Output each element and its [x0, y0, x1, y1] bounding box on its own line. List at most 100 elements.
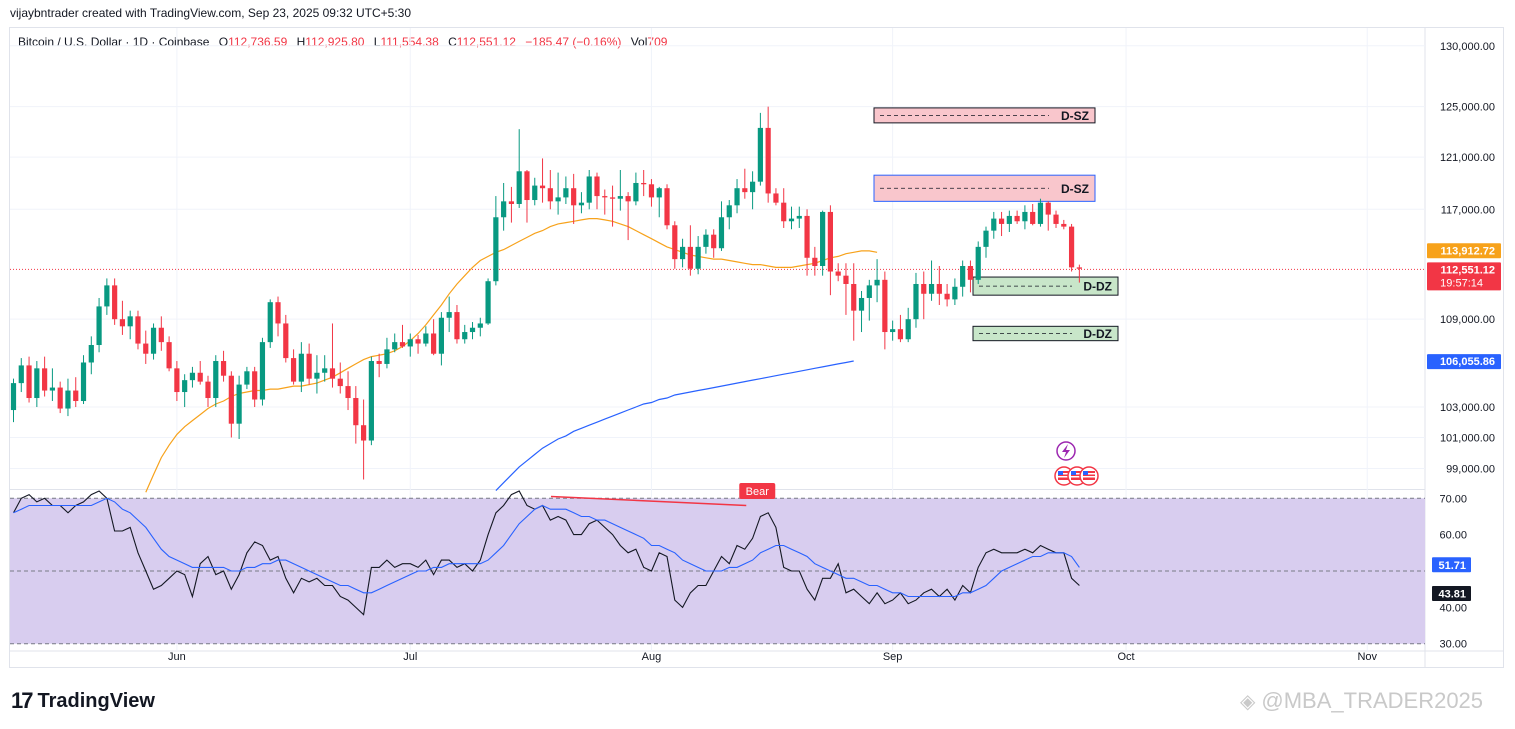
candle-body — [485, 281, 491, 324]
tradingview-wordmark: TradingView — [37, 689, 155, 712]
candle-body — [921, 283, 927, 294]
price-tag-label: 106,055.86 — [1440, 356, 1495, 368]
candle — [259, 337, 266, 406]
candle — [609, 185, 616, 227]
candle-body — [368, 361, 374, 441]
rsi-line — [13, 490, 1080, 616]
candle-body — [26, 365, 32, 399]
candle — [1061, 219, 1067, 230]
candle — [726, 200, 732, 230]
candle-body — [314, 372, 320, 379]
candle — [205, 375, 211, 408]
candle-body — [182, 380, 188, 393]
candle — [539, 158, 546, 203]
rsi-lines — [13, 490, 1080, 616]
candle-body — [936, 283, 942, 294]
candle-body — [252, 371, 258, 400]
candle-body — [571, 188, 577, 206]
candle-body — [166, 342, 172, 369]
candle-body — [734, 188, 740, 206]
candle — [174, 361, 180, 402]
candle-body — [477, 323, 483, 328]
event-icons[interactable] — [1054, 441, 1099, 486]
us-flag-icon[interactable] — [1079, 466, 1099, 486]
candle — [1014, 210, 1020, 224]
candle — [236, 375, 242, 439]
candle — [695, 236, 701, 275]
candle-body — [322, 368, 328, 373]
candle — [765, 106, 771, 203]
candle — [913, 272, 919, 328]
candle — [1068, 223, 1075, 272]
candle-body — [960, 266, 966, 287]
candle-body — [329, 368, 336, 379]
rsi-tick-label: 40.00 — [1439, 602, 1467, 614]
candle — [734, 179, 740, 214]
candle — [353, 386, 359, 444]
candle-body — [858, 297, 865, 311]
candle — [407, 333, 413, 357]
candle — [182, 374, 188, 408]
candle-body — [65, 390, 71, 409]
candle-body — [1022, 211, 1028, 222]
candle — [329, 323, 336, 388]
candle — [571, 173, 577, 224]
candle — [220, 350, 227, 382]
candle-body — [353, 398, 359, 426]
candle — [804, 209, 810, 276]
candle — [625, 192, 631, 241]
candle — [960, 260, 966, 297]
price-axis[interactable]: 130,000.00 125,000.00 121,000.00 117,000.00… — [1427, 41, 1501, 651]
candle — [944, 283, 950, 307]
price-tick-label: 101,000.00 — [1440, 432, 1495, 444]
candle-body — [454, 312, 460, 340]
candle — [905, 307, 911, 343]
candle-body — [283, 323, 289, 359]
candle — [415, 334, 421, 354]
rsi-ma-line — [13, 497, 1080, 598]
candle-body — [501, 201, 507, 218]
candle-body — [306, 353, 312, 379]
price-tick-label: 125,000.00 — [1440, 102, 1495, 114]
candle-body — [742, 188, 748, 193]
candle — [485, 278, 491, 325]
candle — [679, 238, 686, 268]
candle — [563, 176, 569, 204]
candle — [306, 343, 312, 385]
time-tick-label: Nov — [1357, 651, 1377, 663]
candle-body — [189, 372, 196, 381]
lightning-icon[interactable] — [1056, 441, 1076, 461]
time-axis[interactable]: Jun Jul Aug Sep Oct Nov — [168, 651, 1377, 663]
high-label: H — [296, 35, 306, 49]
candles[interactable] — [10, 106, 1082, 480]
candle — [952, 278, 958, 306]
candle-body — [835, 271, 841, 276]
price-tick-label: 99,000.00 — [1446, 463, 1495, 475]
supply-demand-zones[interactable]: D-SZ D-SZ D-DZ D-DZ — [873, 107, 1119, 342]
candle — [555, 172, 561, 215]
candle-body — [197, 372, 203, 382]
candle-body — [88, 345, 94, 363]
price-tag — [1427, 354, 1501, 370]
candle-body — [664, 188, 670, 226]
candle — [1076, 264, 1082, 283]
candle-body — [275, 302, 281, 324]
candle-body — [781, 202, 787, 222]
candle-body — [563, 188, 569, 198]
ma-slow-line — [495, 360, 854, 492]
candle — [392, 333, 398, 353]
candle — [532, 177, 538, 206]
candle — [1045, 201, 1051, 231]
zone-label: D-SZ — [1061, 182, 1089, 196]
candle-body — [1068, 226, 1075, 268]
candle-body — [244, 371, 250, 385]
candle-body — [431, 333, 437, 354]
candle — [244, 366, 250, 390]
candle-body — [1076, 267, 1082, 269]
candle-body — [143, 343, 149, 354]
tradingview-logo[interactable]: 17 TradingView — [11, 688, 155, 714]
candle — [298, 342, 304, 393]
watermark-text: @MBA_TRADER2025 — [1261, 688, 1484, 713]
price-tick-label: 103,000.00 — [1440, 402, 1495, 414]
